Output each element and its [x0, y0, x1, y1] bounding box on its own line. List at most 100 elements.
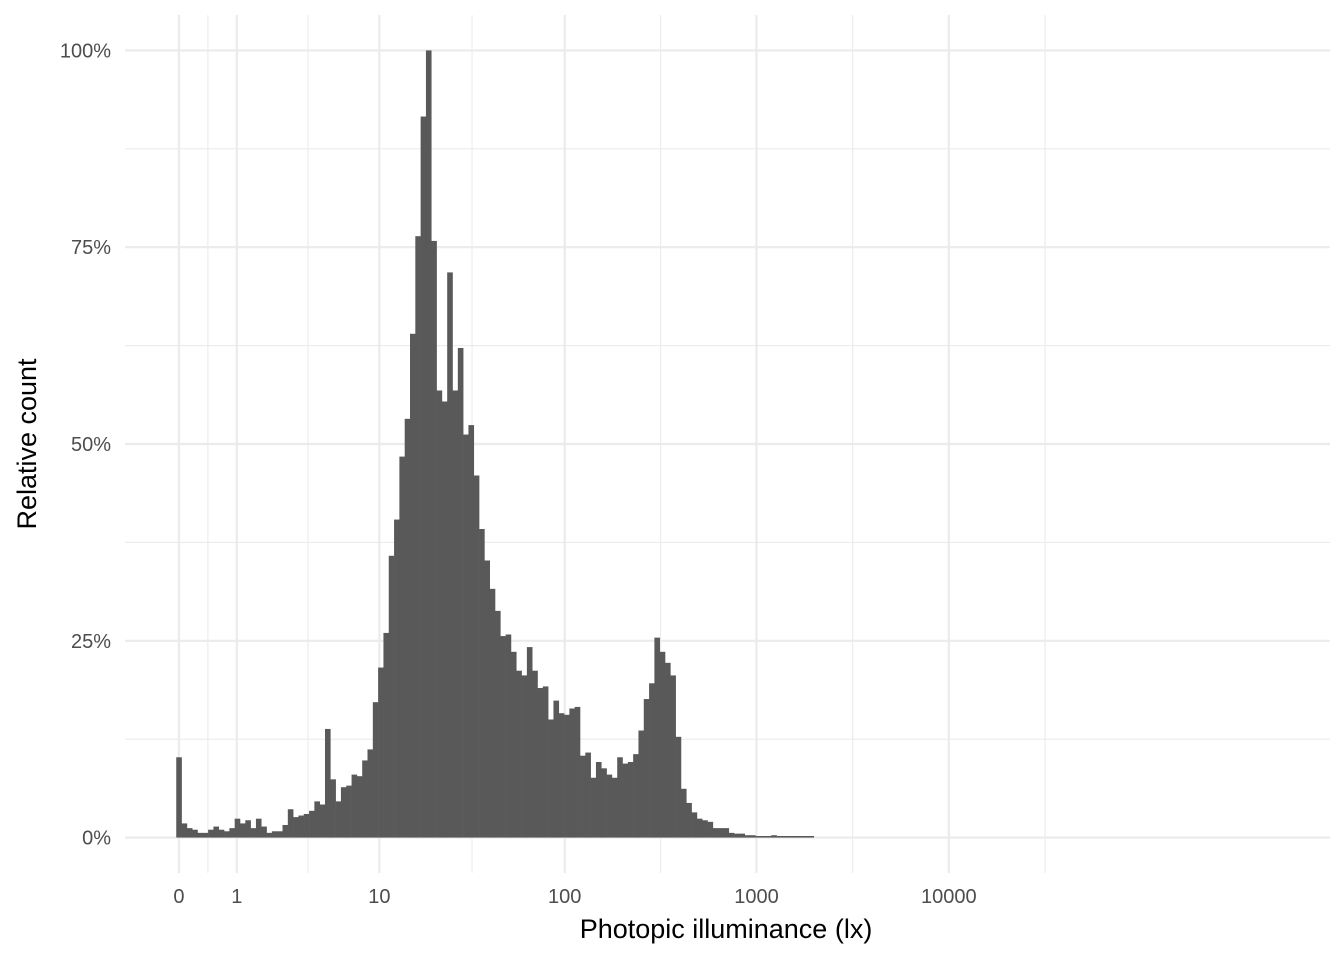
x-tick-label: 10 [368, 886, 390, 908]
histogram-bar [680, 788, 687, 838]
histogram-bar [303, 813, 310, 838]
histogram-bar [659, 651, 666, 838]
histogram-bar [803, 836, 809, 838]
y-tick-label: 0% [82, 828, 111, 850]
histogram-bar [718, 828, 724, 838]
histogram-bar [324, 728, 331, 838]
histogram-bar [580, 755, 586, 838]
histogram-bar [755, 836, 761, 838]
histogram-bar [351, 774, 358, 838]
histogram-bar [526, 647, 533, 838]
histogram-bar [590, 777, 597, 838]
histogram-bar [436, 390, 443, 838]
histogram-bar [261, 826, 267, 838]
histogram-bar [463, 434, 469, 838]
histogram-bar [399, 456, 405, 838]
histogram-bar [606, 774, 613, 838]
histogram-bar [372, 702, 379, 838]
histogram-bar [728, 832, 735, 838]
histogram-bar [691, 812, 698, 838]
histogram-bar [431, 240, 437, 838]
x-axis-title: Photopic illuminance (lx) [580, 914, 873, 944]
histogram-bar [611, 777, 618, 838]
histogram-bar [229, 828, 235, 838]
histogram-bar [516, 670, 522, 838]
histogram-bar [298, 815, 305, 838]
histogram-bar [452, 390, 459, 838]
histogram-bar [781, 836, 788, 838]
histogram-bar [309, 810, 315, 838]
histogram-bar [750, 835, 756, 838]
histogram-bar [287, 809, 294, 838]
histogram-bar [484, 560, 490, 838]
histogram-bar [181, 823, 188, 838]
histogram-bar [250, 828, 257, 838]
histogram-bar [346, 785, 352, 838]
histogram-bar [792, 836, 799, 838]
histogram-bar [553, 700, 560, 838]
histogram-bar [548, 719, 554, 838]
histogram-bar [245, 820, 251, 838]
y-tick-label: 25% [71, 631, 111, 653]
histogram-bar [739, 833, 746, 838]
histogram-bar [744, 835, 751, 838]
histogram-bar [505, 634, 512, 838]
x-tick-label: 0 [173, 886, 184, 908]
histogram-bar [271, 831, 278, 838]
histogram-bar [468, 425, 475, 838]
histogram-bar [675, 736, 682, 838]
histogram-bar [601, 768, 607, 838]
histogram-bar [362, 760, 368, 838]
histogram-bar [585, 752, 591, 838]
histogram-bar [574, 706, 581, 838]
histogram-bar [643, 699, 650, 838]
histogram-bar [388, 555, 395, 838]
histogram-bar [266, 832, 273, 838]
histogram-bar [654, 637, 661, 838]
histogram-bar [378, 667, 384, 838]
y-tick-label: 100% [60, 40, 111, 62]
histogram-bars [176, 50, 815, 838]
y-axis-title: Relative count [12, 358, 42, 530]
histogram-bar [425, 50, 432, 838]
histogram-bar [176, 757, 182, 838]
histogram-bar [314, 801, 320, 838]
histogram-bar [473, 475, 480, 838]
histogram-bar [447, 272, 453, 838]
y-tick-label: 50% [71, 434, 111, 456]
histogram-bar [282, 824, 289, 838]
x-tick-label: 100 [548, 886, 581, 908]
histogram-bar [293, 817, 299, 838]
histogram-bar [197, 832, 204, 838]
histogram-bar [277, 831, 283, 838]
histogram-bar [213, 826, 220, 838]
y-tick-label: 75% [71, 237, 111, 259]
histogram-bar [633, 754, 639, 838]
histogram-bar [564, 714, 570, 838]
histogram-bar [723, 828, 730, 838]
histogram-bar [356, 776, 363, 838]
histogram-bar [202, 832, 209, 838]
histogram-bar [367, 749, 374, 838]
histogram-bar [771, 835, 777, 838]
histogram-bar [760, 836, 767, 838]
histogram-bar [797, 836, 804, 838]
histogram-bar [186, 828, 193, 838]
histogram-bar [617, 757, 623, 838]
x-tick-label: 10000 [921, 886, 977, 908]
histogram-bar [542, 686, 549, 838]
histogram-bar [670, 675, 676, 838]
histogram-bar [340, 787, 347, 838]
histogram-bar [239, 823, 246, 838]
histogram-bar [234, 818, 241, 838]
x-tick-label: 1 [231, 886, 242, 908]
histogram-bar [415, 236, 421, 838]
histogram-bar [479, 529, 485, 838]
histogram-bar [776, 836, 783, 838]
histogram-bar [510, 651, 517, 838]
y-axis-tick-labels: 0% 25% 50% 75% 100% [60, 40, 111, 849]
histogram-bar [489, 588, 496, 838]
histogram-bar [686, 802, 692, 838]
histogram-bar [558, 713, 565, 838]
